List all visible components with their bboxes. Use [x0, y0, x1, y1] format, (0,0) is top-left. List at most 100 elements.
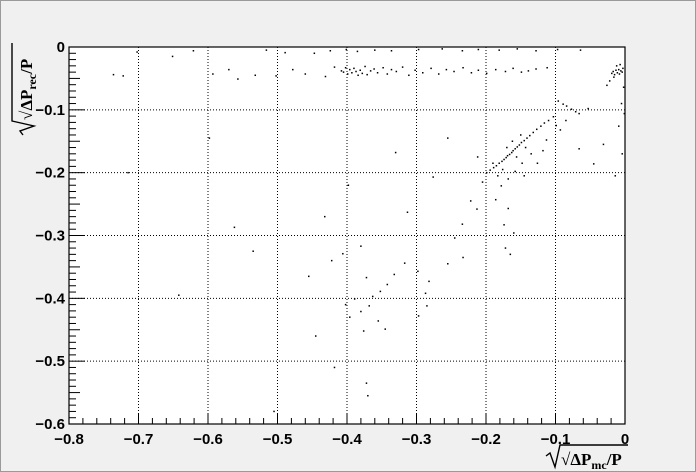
data-point	[606, 84, 608, 87]
x-tick-labels: −0.8 −0.7 −0.6 −0.5 −0.4 −0.3 −0.2 −0.1 0	[54, 431, 629, 448]
data-point	[324, 215, 326, 218]
tick-marks	[68, 46, 626, 425]
data-point	[613, 76, 615, 78]
data-point	[498, 49, 500, 51]
data-point	[347, 184, 350, 186]
data-point	[578, 112, 580, 115]
data-point	[284, 51, 286, 54]
data-point	[494, 68, 497, 71]
data-point	[379, 290, 382, 293]
data-point	[346, 73, 349, 75]
y-tick-label: −0.5	[35, 353, 65, 370]
data-point	[508, 153, 511, 156]
data-point	[602, 143, 605, 146]
data-point	[518, 144, 521, 146]
data-point	[516, 48, 519, 50]
data-point	[171, 55, 174, 58]
data-point	[497, 175, 499, 177]
data-point	[505, 156, 507, 159]
x-axis-title-suffix: /P	[606, 450, 622, 469]
data-point	[127, 171, 129, 174]
data-point	[357, 74, 359, 77]
data-point	[408, 74, 410, 77]
data-point	[570, 108, 573, 110]
x-tick-label: −0.4	[332, 431, 362, 448]
data-point	[489, 169, 491, 171]
data-point	[611, 72, 613, 75]
data-point	[365, 276, 368, 279]
data-point	[504, 70, 507, 73]
data-point	[503, 224, 505, 226]
data-point	[377, 320, 380, 322]
x-tick-label: −0.8	[54, 431, 84, 448]
data-point	[535, 68, 537, 70]
data-point	[422, 72, 424, 74]
data-point	[376, 72, 379, 74]
data-point	[520, 141, 523, 144]
data-point	[619, 63, 621, 66]
data-point	[361, 72, 364, 75]
data-point	[612, 70, 614, 73]
data-point	[351, 72, 353, 74]
data-point	[547, 119, 550, 122]
data-point	[237, 78, 239, 80]
data-point	[386, 283, 389, 286]
data-point	[526, 137, 528, 139]
data-point	[476, 208, 478, 210]
data-point	[620, 102, 623, 105]
data-point	[512, 67, 514, 70]
data-point	[265, 49, 268, 51]
data-point	[292, 68, 294, 71]
data-point	[304, 73, 307, 75]
data-point	[532, 131, 535, 134]
data-point	[501, 160, 503, 163]
data-point	[514, 148, 516, 150]
data-point	[615, 65, 618, 67]
data-points	[112, 48, 626, 413]
data-point	[344, 66, 347, 69]
data-point	[504, 247, 507, 249]
data-point	[417, 48, 420, 51]
data-point	[506, 154, 509, 157]
x-axis-title-sub: mc	[591, 458, 607, 471]
data-point	[447, 137, 449, 139]
data-point	[557, 100, 560, 102]
data-point	[430, 67, 432, 70]
data-point	[333, 366, 336, 369]
data-point	[192, 50, 195, 52]
data-point	[545, 139, 548, 141]
data-point	[500, 185, 503, 187]
data-point	[369, 70, 372, 72]
data-point	[340, 70, 343, 72]
x-tick-label: 0	[621, 431, 629, 448]
y-tick-label: −0.4	[35, 290, 65, 307]
data-point	[394, 151, 397, 154]
data-point	[556, 48, 559, 51]
data-point	[592, 163, 595, 165]
y-axis-title-main: √ΔP	[17, 90, 36, 120]
data-point	[355, 70, 357, 73]
data-point	[578, 148, 580, 150]
y-tick-label: −0.2	[35, 165, 65, 182]
data-point	[579, 49, 582, 51]
data-point	[178, 294, 180, 296]
y-axis-title: √ΔPrec/P	[11, 43, 39, 136]
data-point	[360, 245, 362, 247]
data-point	[523, 175, 525, 177]
data-point	[365, 382, 368, 384]
data-point	[374, 49, 376, 51]
y-tick-label: −0.6	[35, 416, 65, 433]
data-point	[368, 305, 370, 307]
data-point	[208, 137, 211, 139]
data-point	[233, 226, 236, 229]
data-point	[349, 316, 351, 318]
data-point	[546, 66, 548, 69]
data-point	[453, 70, 455, 73]
data-point	[395, 70, 398, 73]
data-point	[417, 270, 419, 273]
x-tick-label: −0.1	[541, 431, 571, 448]
data-point	[462, 256, 464, 259]
data-point	[614, 175, 617, 177]
data-point	[406, 211, 409, 213]
